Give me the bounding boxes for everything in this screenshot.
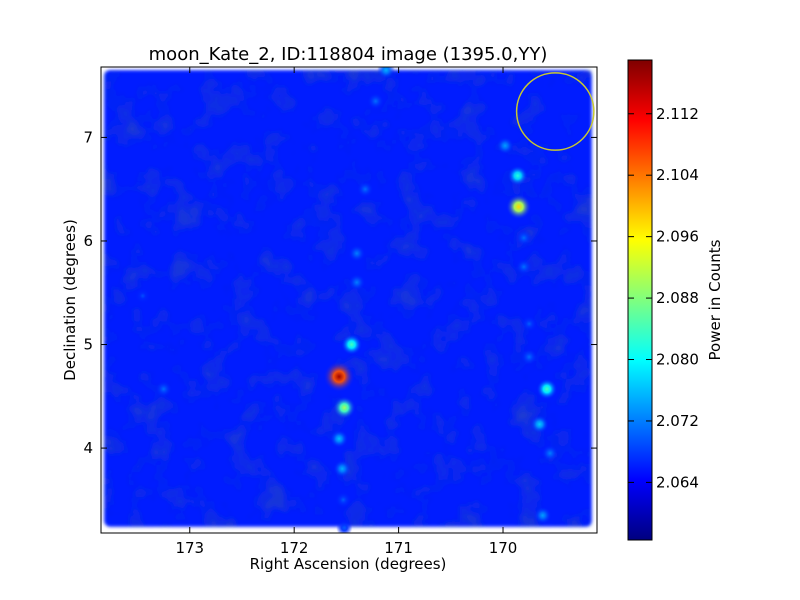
x-tick-label: 170	[489, 539, 518, 557]
source-blob	[335, 491, 352, 509]
source-blob	[496, 136, 514, 155]
y-tick-label: 5	[83, 336, 93, 354]
source-blob	[323, 360, 355, 393]
source-blob	[332, 396, 356, 420]
source-blob	[530, 414, 549, 434]
source-blob	[536, 378, 558, 400]
x-tick-label: 172	[280, 539, 309, 557]
source-blob	[336, 519, 353, 533]
y-tick-label: 7	[83, 128, 93, 146]
y-tick-label: 4	[83, 439, 93, 457]
source-blob	[348, 244, 366, 262]
source-blob	[348, 273, 366, 291]
y-axis-ticks: 4 5 6 7	[83, 128, 597, 457]
source-blob	[367, 92, 384, 110]
chart-title: moon_Kate_2, ID:118804 image (1395.0,YY)	[149, 44, 548, 65]
colorbar-tick-label: 2.112	[656, 105, 699, 123]
source-blob	[329, 429, 349, 448]
source-blob	[134, 287, 151, 304]
heatmap-image	[104, 70, 592, 527]
colorbar-tick-label: 2.096	[656, 228, 699, 246]
source-blob	[541, 444, 559, 462]
source-blob	[333, 459, 352, 478]
source-blob	[515, 258, 533, 276]
heatmap-texture	[104, 70, 592, 527]
source-blob	[515, 229, 533, 247]
colorbar-tick-label: 2.104	[656, 166, 699, 184]
annotation-circle	[515, 72, 595, 151]
x-axis-label: Right Ascension (degrees)	[250, 555, 447, 573]
plot-frame	[100, 66, 598, 534]
source-blob	[155, 380, 172, 398]
x-tick-label: 173	[175, 539, 204, 557]
source-marks	[134, 67, 559, 533]
x-tick-label: 171	[384, 539, 413, 557]
plot-area: 173 172 171 170 4 5 6 7	[83, 66, 598, 557]
colorbar-tick-label: 2.072	[656, 412, 699, 430]
colorbar-tick-label: 2.080	[656, 351, 699, 369]
y-tick-label: 6	[83, 232, 93, 250]
source-blob	[356, 180, 374, 198]
source-blob	[377, 67, 396, 80]
colorbar-tick-label: 2.088	[656, 289, 699, 307]
colorbar-ticks: 2.064 2.072 2.080 2.088 2.096 2.104 2.112	[628, 105, 699, 491]
colorbar: 2.064 2.072 2.080 2.088 2.096 2.104 2.112 Powe…	[627, 59, 724, 541]
source-blob	[506, 194, 532, 220]
source-blob	[507, 165, 528, 186]
source-blob	[520, 315, 538, 332]
source-blob	[341, 334, 363, 355]
colorbar-label: Power in Counts	[706, 239, 724, 360]
colorbar-tick-label: 2.064	[656, 473, 699, 491]
colorbar-gradient	[627, 59, 653, 541]
source-blob	[533, 506, 552, 525]
y-axis-label: Declination (degrees)	[61, 219, 79, 381]
x-axis-ticks: 173 172 171 170	[175, 67, 517, 557]
source-blob	[520, 348, 538, 366]
